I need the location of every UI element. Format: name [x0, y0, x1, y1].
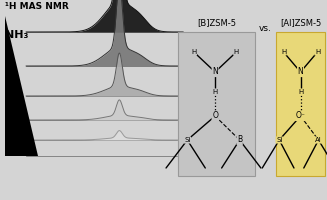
Text: H: H: [298, 89, 303, 95]
Text: NH₃: NH₃: [5, 30, 28, 40]
Text: O: O: [212, 112, 218, 120]
Text: Al: Al: [315, 137, 322, 143]
Text: Si: Si: [276, 137, 283, 143]
Text: H: H: [213, 89, 218, 95]
Text: [B]ZSM-5: [B]ZSM-5: [197, 18, 236, 27]
Polygon shape: [5, 16, 38, 156]
Text: H: H: [234, 49, 239, 55]
Text: O⁻: O⁻: [296, 112, 305, 120]
Text: H: H: [315, 49, 320, 55]
Text: N: N: [212, 68, 218, 76]
Text: H: H: [191, 49, 197, 55]
Bar: [276, 32, 325, 176]
Text: H: H: [281, 49, 286, 55]
Text: Si: Si: [184, 137, 191, 143]
Bar: [178, 32, 255, 176]
Text: ¹H MAS NMR: ¹H MAS NMR: [5, 2, 69, 11]
Text: B: B: [237, 136, 242, 144]
Text: [Al]ZSM-5: [Al]ZSM-5: [280, 18, 321, 27]
Text: N: N: [298, 68, 303, 76]
Text: vs.: vs.: [258, 24, 271, 33]
